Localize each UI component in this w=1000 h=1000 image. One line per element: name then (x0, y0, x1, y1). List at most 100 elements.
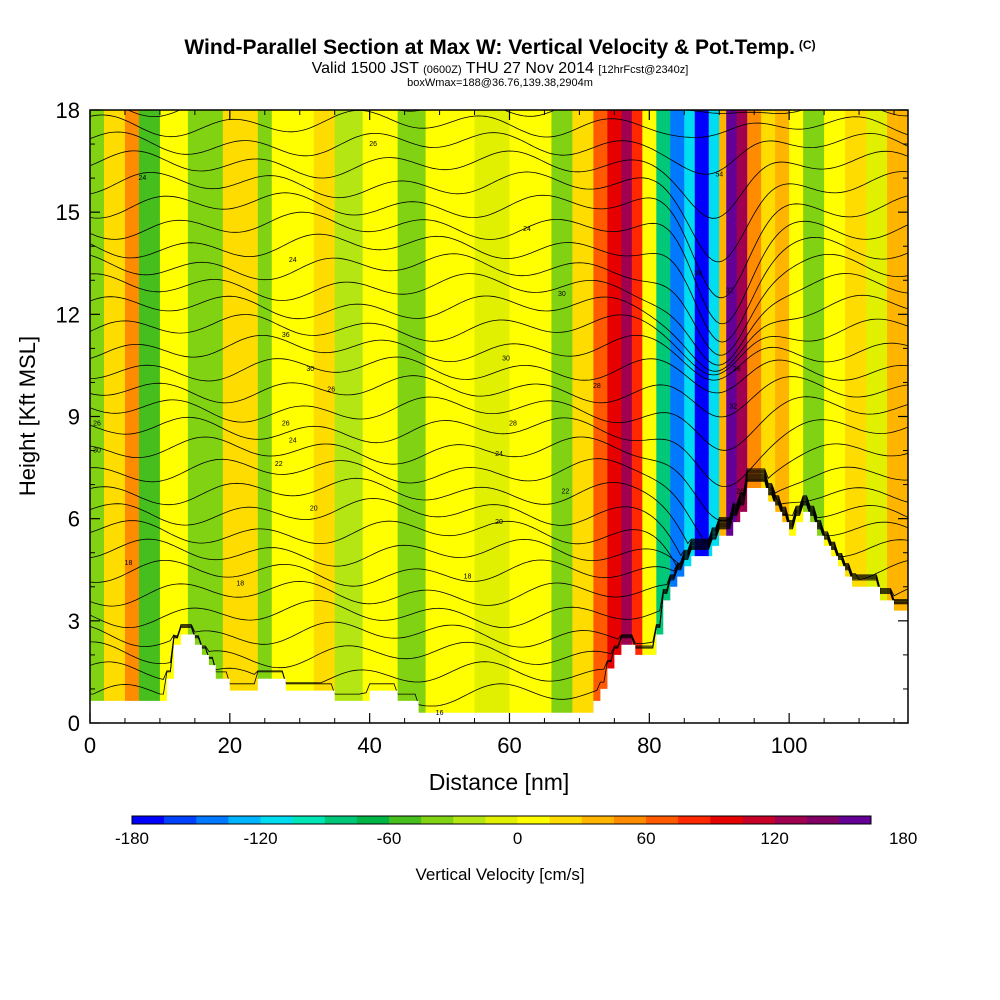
colorbar-swatch-16 (646, 816, 679, 824)
theta-contour-28 (90, 110, 908, 138)
theta-contour-17 (90, 334, 908, 381)
colorbar-tick-label-5: 120 (760, 829, 788, 848)
y-tick-label-6: 18 (56, 98, 80, 123)
contour-label-28: 32 (729, 403, 737, 410)
y-tick-label-4: 12 (56, 302, 80, 327)
colorbar-ticks: -180-120-60060120180240 (115, 829, 917, 848)
contour-label-26: 32 (726, 287, 734, 294)
theta-contour-27 (90, 131, 908, 175)
velocity-band-9 (313, 110, 336, 723)
contour-label-27: 28 (733, 366, 741, 373)
x-axis: 0 20 40 60 80 100 (84, 110, 895, 758)
velocity-band-8 (271, 110, 315, 723)
y-tick-label-1: 3 (68, 609, 80, 634)
velocity-band-27 (708, 110, 720, 723)
theta-contours (90, 110, 908, 707)
colorbar-tick-label-3: 0 (513, 829, 522, 848)
contour-label-1: 26 (369, 141, 377, 148)
velocity-band-29 (726, 110, 738, 723)
colorbar-swatch-4 (260, 816, 293, 824)
colorbar-tick-label-4: 60 (637, 829, 656, 848)
copyright-mark: (C) (798, 38, 816, 52)
y-axis-label: Height [Kft MSL] (15, 336, 40, 496)
colorbar-swatch-21 (806, 816, 840, 824)
theta-contour-19 (90, 294, 908, 372)
colorbar-swatch-6 (324, 816, 358, 824)
y-tick-label-3: 9 (68, 405, 80, 430)
colorbar-swatch-1 (164, 816, 197, 824)
colorbar-swatch-10 (453, 816, 486, 824)
chart-subtitle: Valid 1500 JST (0600Z) THU 27 Nov 2014 [… (0, 60, 1000, 78)
velocity-band-23 (656, 110, 671, 723)
velocity-band-3 (138, 110, 161, 723)
contour-label-17: 22 (562, 488, 570, 495)
colorbar-swatch-9 (421, 816, 454, 824)
colorbar-swatch-8 (389, 816, 422, 824)
colorbar-swatch-15 (613, 816, 647, 824)
velocity-band-19 (607, 110, 622, 723)
theta-contour-14 (90, 396, 908, 451)
contour-label-2: 24 (289, 257, 297, 264)
x-axis-label: Distance [nm] (429, 769, 570, 795)
velocity-band-7 (257, 110, 273, 723)
velocity-band-21 (631, 110, 643, 723)
velocity-band-25 (684, 110, 696, 723)
contour-label-0: 24 (139, 175, 147, 182)
velocity-band-17 (572, 110, 594, 723)
contour-label-3: 24 (523, 226, 531, 233)
contour-label-7: 26 (327, 386, 335, 393)
colorbar (131, 815, 872, 825)
contour-label-12: 26 (282, 420, 290, 427)
colorbar-swatch-22 (838, 816, 872, 824)
colorbar-swatch-20 (774, 816, 808, 824)
velocity-band-13 (425, 110, 476, 723)
theta-contour-24 (90, 192, 908, 299)
contour-label-13: 24 (289, 437, 297, 444)
theta-contour-22 (90, 233, 908, 343)
colorbar-swatch-11 (485, 816, 518, 824)
contour-label-4: 30 (558, 291, 566, 298)
theta-contour-12 (90, 436, 908, 522)
velocity-band-15 (509, 110, 553, 723)
colorbar-swatch-5 (292, 816, 326, 824)
x-tick-label-1: 20 (218, 733, 242, 758)
colorbar-tick-label-2: -60 (377, 829, 402, 848)
velocity-band-30 (736, 110, 748, 723)
theta-contour-23 (90, 211, 908, 325)
velocity-band-16 (551, 110, 574, 723)
colorbar-tick-label-0: -180 (115, 829, 149, 848)
theta-contour-21 (90, 253, 908, 356)
title-main: Wind-Parallel Section at Max W: Vertical… (184, 36, 795, 59)
contour-label-23: 16 (436, 710, 444, 717)
colorbar-label: Vertical Velocity [cm/s] (415, 865, 584, 884)
colorbar-swatch-12 (517, 816, 550, 824)
velocity-band-18 (593, 110, 608, 723)
colorbar-tick-label-6: 180 (889, 829, 917, 848)
velocity-band-2 (124, 110, 140, 723)
colorbar-swatch-17 (678, 816, 711, 824)
theta-contour-25 (90, 171, 908, 263)
contour-label-8: 30 (502, 356, 510, 363)
contour-label-18: 20 (310, 505, 318, 512)
velocity-band-11 (362, 110, 399, 723)
contour-label-21: 18 (236, 580, 244, 587)
colorbar-swatch-2 (196, 816, 229, 824)
velocity-band-14 (474, 110, 511, 723)
velocity-band-12 (397, 110, 427, 723)
valid-prefix: Valid 1500 JST (311, 60, 419, 77)
contour-label-25: 38 (694, 270, 702, 277)
colorbar-swatch-3 (228, 816, 261, 824)
velocity-band-4 (159, 110, 189, 723)
chart-title: Wind-Parallel Section at Max W: Vertical… (0, 36, 1000, 60)
colorbar-swatch-7 (356, 816, 390, 824)
contour-label-5: 36 (282, 332, 290, 339)
valid-utc: (0600Z) (423, 64, 462, 76)
forecast-info: [12hrFcst@2340z] (598, 64, 689, 76)
x-tick-label-0: 0 (84, 733, 96, 758)
theta-contour-18 (90, 314, 908, 376)
x-tick-label-4: 80 (637, 733, 661, 758)
terrain (90, 488, 908, 723)
contour-label-22: 18 (464, 574, 472, 581)
y-tick-label-0: 0 (68, 711, 80, 736)
contour-label-15: 28 (509, 420, 517, 427)
